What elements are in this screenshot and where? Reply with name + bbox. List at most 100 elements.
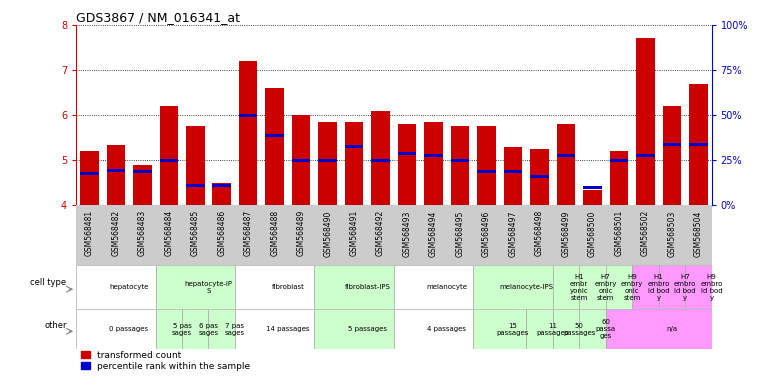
Bar xyxy=(636,154,654,157)
Bar xyxy=(689,143,708,146)
Bar xyxy=(266,88,284,205)
Text: H1
embro
id bod
y: H1 embro id bod y xyxy=(648,273,670,301)
Text: 7 pas
sages: 7 pas sages xyxy=(225,323,245,336)
Text: GSM568495: GSM568495 xyxy=(456,210,464,257)
Bar xyxy=(477,126,495,205)
Bar xyxy=(212,184,231,187)
Bar xyxy=(155,309,182,349)
Bar xyxy=(552,309,579,349)
Bar xyxy=(76,265,155,309)
Bar xyxy=(610,159,628,162)
Text: other: other xyxy=(44,321,66,330)
Text: GSM568483: GSM568483 xyxy=(138,210,147,257)
Text: n/a: n/a xyxy=(667,326,677,332)
Bar xyxy=(685,265,712,309)
Text: GSM568498: GSM568498 xyxy=(535,210,544,257)
Bar xyxy=(530,175,549,178)
Bar xyxy=(133,170,151,173)
Text: H9
embry
onic
stem: H9 embry onic stem xyxy=(621,273,643,301)
Bar xyxy=(610,151,628,205)
Bar xyxy=(636,38,654,205)
Text: H1
embr
yonic
stem: H1 embr yonic stem xyxy=(570,273,588,301)
Bar xyxy=(689,84,708,205)
Bar xyxy=(663,106,681,205)
Text: 4 passages: 4 passages xyxy=(427,326,466,332)
Bar xyxy=(80,172,99,175)
Text: 5 passages: 5 passages xyxy=(348,326,387,332)
Text: GSM568486: GSM568486 xyxy=(217,210,226,257)
Bar xyxy=(292,159,310,162)
Text: GSM568488: GSM568488 xyxy=(270,210,279,257)
Bar xyxy=(345,145,363,148)
Text: 60
passa
ges: 60 passa ges xyxy=(596,319,616,339)
Text: GSM568490: GSM568490 xyxy=(323,210,332,257)
Bar xyxy=(663,143,681,146)
Bar xyxy=(235,265,314,309)
Bar xyxy=(398,124,416,205)
Bar xyxy=(182,309,209,349)
Bar xyxy=(477,170,495,173)
Bar xyxy=(579,309,606,349)
Bar xyxy=(371,159,390,162)
Bar xyxy=(398,152,416,155)
Text: GSM568482: GSM568482 xyxy=(111,210,120,257)
Text: GSM568497: GSM568497 xyxy=(508,210,517,257)
Bar xyxy=(583,186,602,189)
Text: 0 passages: 0 passages xyxy=(110,326,148,332)
Text: GSM568491: GSM568491 xyxy=(349,210,358,257)
Text: hepatocyte: hepatocyte xyxy=(110,284,148,290)
Bar xyxy=(658,265,685,309)
Bar xyxy=(209,309,235,349)
Text: H7
embry
onic
stem: H7 embry onic stem xyxy=(594,273,617,301)
Text: GSM568485: GSM568485 xyxy=(191,210,199,257)
Text: GSM568493: GSM568493 xyxy=(403,210,412,257)
Text: cell type: cell type xyxy=(30,278,66,287)
Bar xyxy=(292,115,310,205)
Bar xyxy=(451,126,470,205)
Bar xyxy=(239,114,257,117)
Legend: transformed count, percentile rank within the sample: transformed count, percentile rank withi… xyxy=(81,351,250,371)
Bar xyxy=(107,144,125,205)
Bar xyxy=(504,170,522,173)
Text: 11
passages: 11 passages xyxy=(537,323,569,336)
Bar xyxy=(425,154,443,157)
Text: GSM568484: GSM568484 xyxy=(164,210,174,257)
Bar xyxy=(314,309,394,349)
Text: melanocyte-IPS: melanocyte-IPS xyxy=(499,284,553,290)
Bar xyxy=(235,309,314,349)
Text: fibroblast: fibroblast xyxy=(272,284,304,290)
Bar xyxy=(530,149,549,205)
Text: 15
passages: 15 passages xyxy=(497,323,529,336)
Bar xyxy=(606,265,632,309)
Bar xyxy=(394,309,473,349)
Text: GSM568501: GSM568501 xyxy=(614,210,623,257)
Text: GSM568492: GSM568492 xyxy=(376,210,385,257)
Bar xyxy=(473,265,552,309)
Bar xyxy=(160,159,178,162)
Text: fibroblast-IPS: fibroblast-IPS xyxy=(345,284,390,290)
Bar xyxy=(606,309,712,349)
Text: 14 passages: 14 passages xyxy=(266,326,310,332)
Bar xyxy=(186,126,205,205)
Bar xyxy=(371,111,390,205)
Bar xyxy=(133,165,151,205)
Text: GSM568499: GSM568499 xyxy=(562,210,571,257)
Bar xyxy=(345,122,363,205)
Text: GSM568487: GSM568487 xyxy=(244,210,253,257)
Text: GDS3867 / NM_016341_at: GDS3867 / NM_016341_at xyxy=(76,11,240,24)
Text: 6 pas
sages: 6 pas sages xyxy=(199,323,218,336)
Text: H9
embro
id bod
y: H9 embro id bod y xyxy=(700,273,723,301)
Text: GSM568496: GSM568496 xyxy=(482,210,491,257)
Bar xyxy=(155,265,235,309)
Bar xyxy=(552,265,579,309)
Bar xyxy=(107,169,125,172)
Bar xyxy=(556,124,575,205)
Text: GSM568489: GSM568489 xyxy=(297,210,306,257)
Bar xyxy=(186,184,205,187)
Bar xyxy=(504,147,522,205)
Text: melanocyte: melanocyte xyxy=(426,284,467,290)
Bar xyxy=(80,151,99,205)
Text: GSM568500: GSM568500 xyxy=(588,210,597,257)
Bar xyxy=(318,122,337,205)
Text: hepatocyte-iP
S: hepatocyte-iP S xyxy=(184,281,232,293)
